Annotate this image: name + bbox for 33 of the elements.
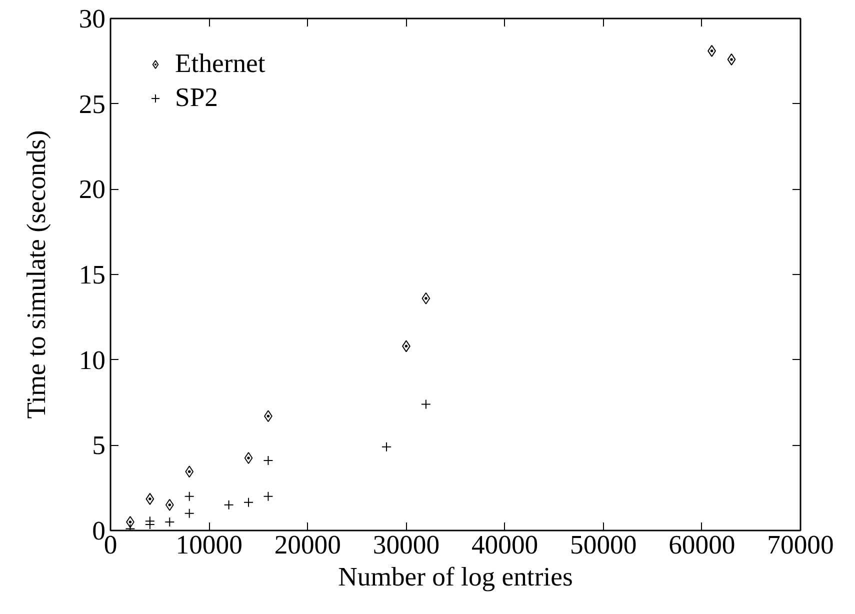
y-axis-title: Time to simulate (seconds) (20, 130, 51, 419)
x-tick-label: 70000 (767, 530, 834, 560)
point (727, 53, 736, 66)
y-tick-label: 5 (92, 430, 106, 460)
point (382, 442, 392, 452)
point (263, 491, 274, 502)
point (244, 452, 253, 464)
x-axis-title: Number of log entries (338, 562, 573, 592)
x-tick-label: 50000 (570, 530, 637, 560)
y-tick-label: 25 (78, 88, 106, 119)
y-tick-label: 10 (78, 344, 106, 375)
point (144, 516, 155, 526)
legend-label: SP2 (175, 82, 218, 113)
point (224, 500, 234, 510)
point (420, 399, 431, 410)
point (422, 292, 430, 304)
x-tick-label: 10000 (176, 530, 242, 560)
point (164, 516, 175, 527)
point (185, 466, 194, 478)
point (184, 508, 194, 518)
point (244, 497, 254, 508)
point (146, 492, 154, 505)
x-tick-label: 20000 (274, 530, 341, 560)
point (263, 456, 274, 466)
point (165, 498, 174, 511)
x-tick-label: 60000 (668, 530, 736, 560)
y-tick-label: 20 (78, 174, 106, 204)
x-tick-label: 30000 (372, 530, 440, 560)
y-tick-label: 15 (78, 260, 106, 290)
y-tick-label: 30 (78, 4, 106, 34)
legend-label: Ethernet (175, 48, 266, 79)
point (184, 491, 194, 502)
x-tick-label: 40000 (471, 530, 538, 560)
